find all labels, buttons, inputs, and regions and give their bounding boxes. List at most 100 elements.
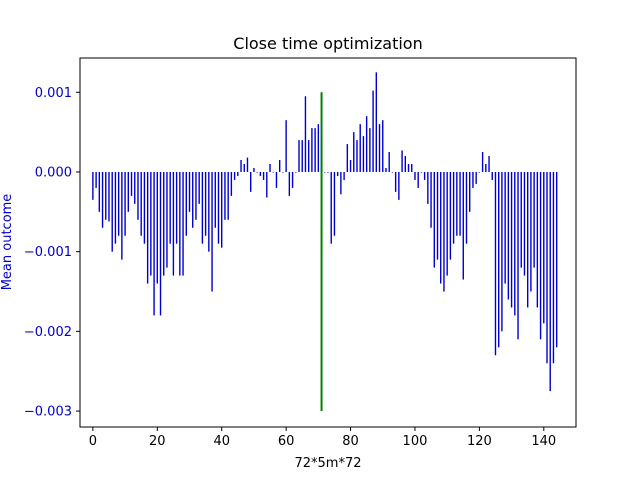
bar <box>214 171 216 228</box>
bar <box>446 171 448 276</box>
bar <box>233 171 236 180</box>
bar <box>134 171 136 204</box>
bar <box>507 171 510 300</box>
bar <box>101 171 104 228</box>
bar <box>314 128 316 172</box>
bar <box>546 171 548 364</box>
bar <box>536 171 539 308</box>
bar <box>150 171 152 276</box>
bar <box>494 171 497 356</box>
bar <box>539 171 542 340</box>
bar <box>262 171 265 180</box>
bar <box>198 171 200 204</box>
bar <box>552 171 555 364</box>
bar <box>201 171 204 244</box>
bar <box>456 171 458 236</box>
bar <box>520 171 522 268</box>
bar <box>385 167 387 172</box>
bar <box>510 171 513 308</box>
bar <box>256 171 258 173</box>
bar <box>208 171 210 252</box>
bar <box>469 171 471 212</box>
bar <box>278 160 281 172</box>
bar <box>291 171 294 188</box>
bar <box>298 140 300 172</box>
x-axis-label: 72*5m*72 <box>294 456 361 471</box>
bar <box>317 124 320 172</box>
bar <box>369 128 371 172</box>
bar <box>401 150 403 172</box>
bar <box>169 171 171 244</box>
x-tick-label: 100 <box>403 434 428 449</box>
bar <box>269 164 271 172</box>
x-tick-label: 120 <box>467 434 492 449</box>
bar <box>433 171 435 268</box>
bar <box>253 167 255 172</box>
bar <box>462 171 464 280</box>
bar <box>98 171 101 212</box>
bar <box>555 171 558 348</box>
bar <box>182 171 184 276</box>
x-tick-label: 40 <box>213 434 230 449</box>
bar <box>111 171 113 252</box>
x-tick-label: 0 <box>89 434 97 449</box>
bar <box>375 72 378 172</box>
bar <box>259 171 262 176</box>
bar <box>443 171 445 292</box>
bar <box>472 171 474 188</box>
bar <box>333 171 336 236</box>
bar <box>430 171 432 228</box>
bar <box>195 171 197 220</box>
bar <box>95 171 97 188</box>
bar <box>304 96 307 172</box>
bar <box>359 124 361 172</box>
bar <box>478 171 481 173</box>
bar <box>324 171 326 173</box>
bar <box>475 171 477 184</box>
bar <box>365 116 368 172</box>
bar <box>533 171 535 268</box>
y-ticks: 0.001 0.000 −0.001 −0.002 −0.003 <box>24 86 80 420</box>
bar <box>153 171 155 316</box>
bar <box>353 132 355 172</box>
bar <box>346 144 349 172</box>
bar <box>356 140 358 172</box>
bar <box>327 171 329 173</box>
bar <box>391 171 394 173</box>
bar <box>166 171 168 268</box>
bar <box>211 171 213 292</box>
bar <box>282 171 284 173</box>
bar <box>481 152 484 172</box>
bar <box>336 171 339 176</box>
bar <box>349 160 352 172</box>
x-tick-label: 60 <box>278 434 295 449</box>
bar <box>143 171 146 244</box>
bar <box>246 157 249 172</box>
bar <box>301 140 303 172</box>
bar <box>188 171 191 212</box>
bar <box>530 171 532 292</box>
x-tick-label: 80 <box>342 434 359 449</box>
bar <box>105 171 107 220</box>
bar <box>179 171 181 276</box>
bar <box>159 171 162 316</box>
bar <box>549 171 551 392</box>
bar <box>501 171 503 332</box>
bar <box>488 156 490 172</box>
bar <box>156 171 158 284</box>
bar <box>543 171 545 324</box>
y-tick-label: −0.002 <box>24 325 72 340</box>
bar <box>288 171 291 196</box>
bar <box>117 171 120 236</box>
bar <box>108 171 110 222</box>
bar <box>175 171 178 244</box>
bar <box>114 171 117 244</box>
bar <box>217 171 220 244</box>
bar <box>452 171 455 244</box>
bar <box>230 171 233 196</box>
bar <box>378 124 381 172</box>
bar <box>449 171 452 260</box>
bar <box>146 171 149 284</box>
x-tick-label: 20 <box>149 434 166 449</box>
